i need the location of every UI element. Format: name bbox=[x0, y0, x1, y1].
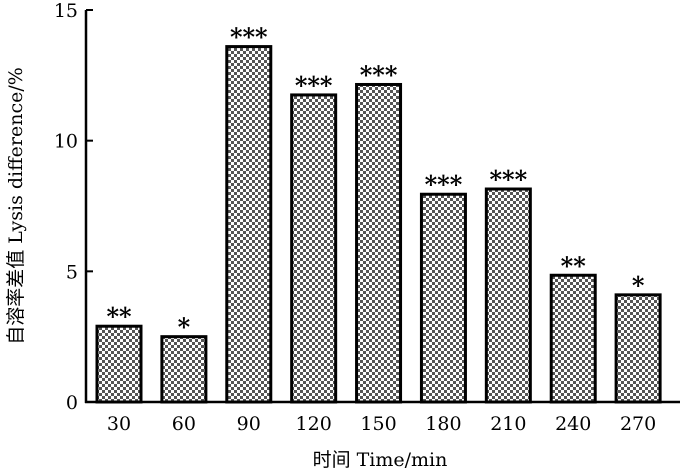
x-tick-label-210: 210 bbox=[490, 413, 526, 435]
x-tick-label-270: 270 bbox=[620, 413, 656, 435]
significance-label-150: *** bbox=[360, 60, 398, 89]
bar-120 bbox=[290, 93, 338, 404]
bars-group bbox=[95, 45, 662, 404]
bar-150 bbox=[355, 82, 403, 404]
significance-label-90: *** bbox=[230, 23, 268, 52]
bar-30 bbox=[95, 324, 143, 404]
significance-label-180: *** bbox=[425, 170, 463, 199]
significance-label-270: * bbox=[632, 271, 645, 300]
x-tick-label-240: 240 bbox=[555, 413, 591, 435]
x-tick-label-120: 120 bbox=[296, 413, 332, 435]
x-tick-label-30: 30 bbox=[107, 413, 131, 435]
x-tick-label-150: 150 bbox=[360, 413, 396, 435]
significance-label-120: *** bbox=[295, 71, 333, 100]
y-axis-title: 自溶率差值 Lysis difference/% bbox=[5, 67, 27, 345]
x-tick-label-90: 90 bbox=[237, 413, 261, 435]
significance-labels-group: ** ******* ****** ****** bbox=[106, 23, 644, 342]
bar-60 bbox=[160, 335, 208, 404]
y-tick-label: 0 bbox=[66, 392, 78, 414]
y-tick-label: 10 bbox=[54, 131, 78, 153]
y-tick-label: 5 bbox=[66, 261, 78, 283]
x-tick-label-60: 60 bbox=[172, 413, 196, 435]
bar-240 bbox=[549, 273, 597, 404]
significance-label-30: ** bbox=[106, 302, 132, 331]
bar-210 bbox=[484, 187, 532, 404]
x-tick-label-180: 180 bbox=[425, 413, 461, 435]
significance-label-60: * bbox=[178, 313, 191, 342]
bar-90 bbox=[225, 45, 273, 404]
x-ticks-group: 30 60 90 120 150 180 210 240 270 bbox=[107, 413, 656, 435]
y-tick-label: 15 bbox=[54, 0, 78, 22]
x-axis-title: 时间 Time/min bbox=[313, 449, 448, 471]
bar-180 bbox=[419, 192, 467, 404]
significance-label-240: ** bbox=[561, 251, 587, 280]
bar-270 bbox=[614, 293, 662, 404]
y-ticks-group: 0 5 10 15 bbox=[54, 0, 93, 414]
significance-label-210: *** bbox=[490, 165, 528, 194]
